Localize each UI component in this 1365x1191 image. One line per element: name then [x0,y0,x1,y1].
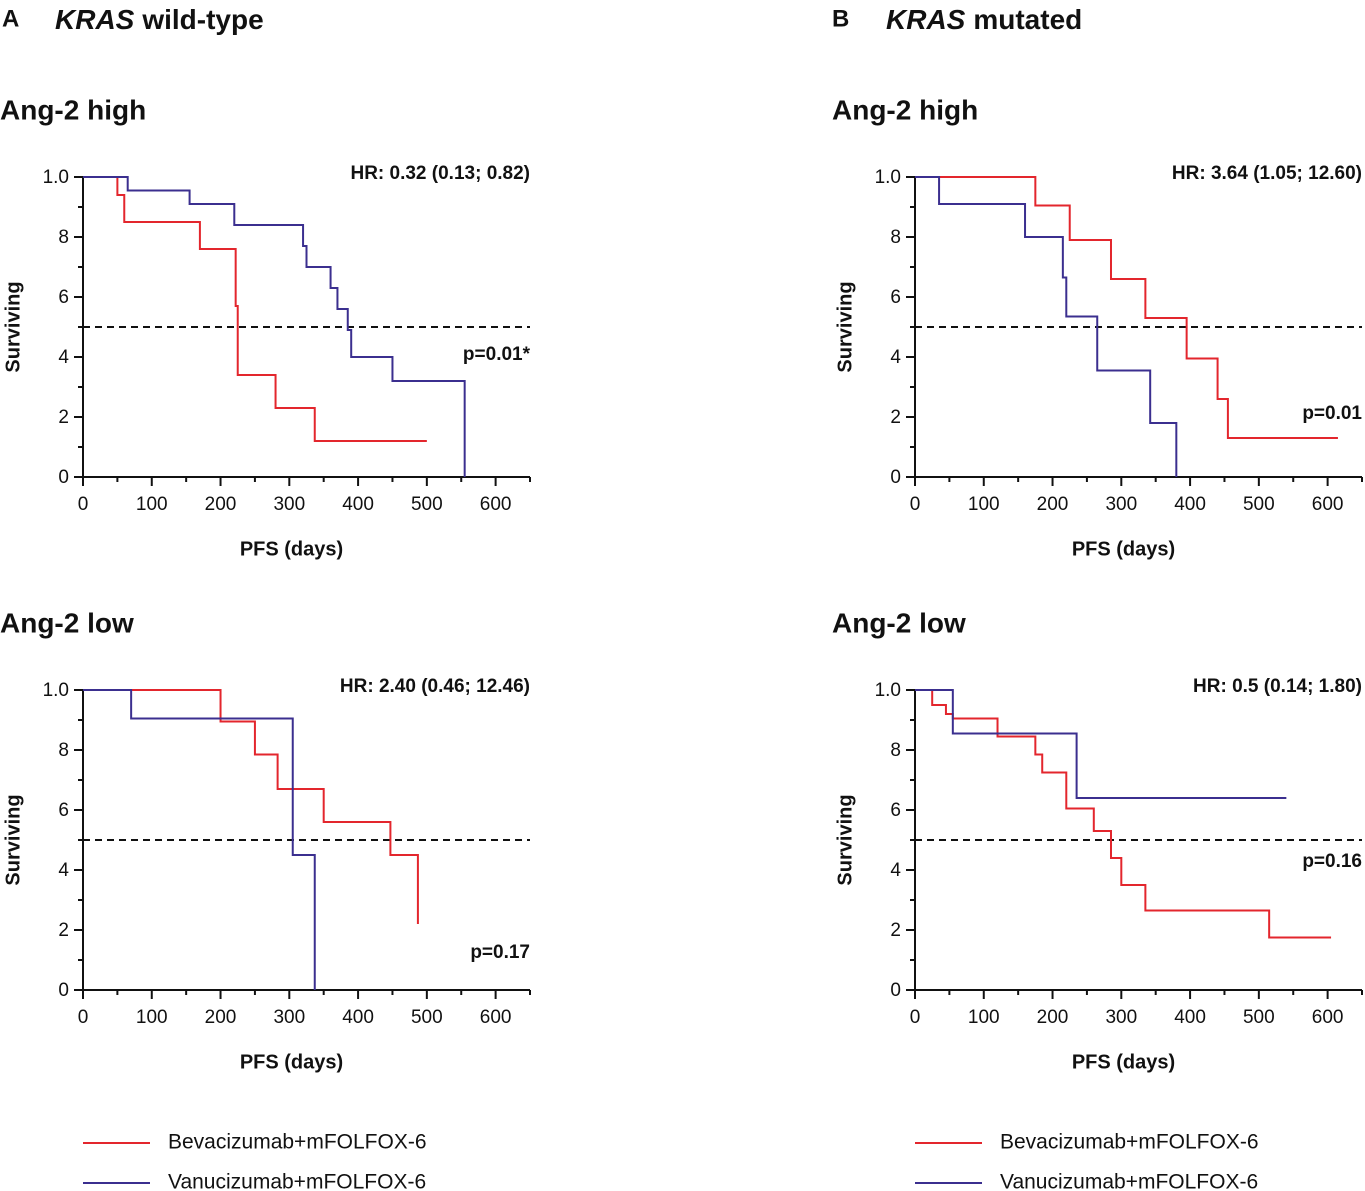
legend-label: Bevacizumab+mFOLFOX-6 [1000,1131,1259,1154]
panel-status: mutated [973,4,1082,35]
x-tick-label: 100 [968,494,1000,515]
y-tick-label: 6 [58,800,69,821]
y-tick-label: 8 [58,740,69,761]
y-tick-label: 6 [890,800,901,821]
x-axis-title: PFS (days) [1072,538,1175,560]
p-value: p=0.17 [470,942,530,963]
survival-curve [915,176,1178,477]
x-tick-label: 300 [273,494,305,515]
chart: Ang-2 high HR: 3.64 (1.05; 12.60) p=0.01 0 2… [832,94,1363,560]
chart-title: Ang-2 high [0,94,146,125]
panel-status: wild-type [141,4,263,35]
y-tick-label: 4 [58,347,69,368]
survival-curve [83,176,466,477]
y-axis-title: Surviving [2,281,24,372]
x-tick-label: 300 [1105,494,1137,515]
y-axis-title: Surviving [2,794,24,885]
x-tick-label: 400 [342,494,374,515]
y-tick-label: 1.0 [43,167,69,188]
chart-title: Ang-2 low [832,607,966,638]
y-tick-label: 6 [890,287,901,308]
x-tick-label: 400 [342,1007,374,1028]
panel-title: KRAS wild-type [55,4,264,35]
x-tick-label: 0 [910,494,921,515]
panel-gene: KRAS [55,4,135,35]
hazard-ratio: HR: 3.64 (1.05; 12.60) [1172,163,1362,184]
x-tick-label: 100 [136,1007,168,1028]
y-tick-label: 2 [890,920,901,941]
x-tick-label: 500 [1243,494,1275,515]
p-value: p=0.01* [463,344,531,365]
y-tick-label: 8 [58,227,69,248]
y-tick-label: 2 [58,407,69,428]
chart: Ang-2 low HR: 2.40 (0.46; 12.46) p=0.17 0 2 4… [0,607,531,1073]
x-axis-title: PFS (days) [1072,1051,1175,1073]
survival-curve [83,176,427,442]
p-value: p=0.01 [1302,403,1362,424]
x-tick-label: 200 [1037,494,1069,515]
x-tick-label: 200 [1037,1007,1069,1028]
y-axis-title: Surviving [834,794,856,885]
x-tick-label: 300 [1105,1007,1137,1028]
x-tick-label: 400 [1174,494,1206,515]
x-tick-label: 600 [1312,1007,1344,1028]
chart-title: Ang-2 high [832,94,978,125]
x-tick-label: 500 [1243,1007,1275,1028]
panel-gene: KRAS [886,4,966,35]
survival-curve [83,689,316,990]
x-tick-label: 600 [1312,494,1344,515]
x-tick-label: 500 [411,1007,443,1028]
y-tick-label: 6 [58,287,69,308]
x-tick-label: 200 [205,1007,237,1028]
x-tick-label: 600 [480,1007,512,1028]
legend-label: Bevacizumab+mFOLFOX-6 [168,1131,427,1154]
x-tick-label: 600 [480,494,512,515]
y-tick-label: 0 [890,980,901,1001]
survival-curve [83,689,419,924]
y-tick-label: 0 [58,467,69,488]
y-axis-title: Surviving [834,281,856,372]
panel-title: KRAS mutated [886,4,1082,35]
y-tick-label: 4 [58,860,69,881]
hazard-ratio: HR: 0.32 (0.13; 0.82) [350,163,530,184]
survival-curve [915,689,1287,799]
x-tick-label: 100 [968,1007,1000,1028]
panel-letter: A [2,5,19,32]
y-tick-label: 4 [890,347,901,368]
x-tick-label: 500 [411,494,443,515]
y-tick-label: 0 [58,980,69,1001]
legend-label: Vanucizumab+mFOLFOX-6 [168,1171,426,1191]
x-tick-label: 0 [78,1007,89,1028]
y-tick-label: 1.0 [875,680,901,701]
x-axis-title: PFS (days) [240,1051,343,1073]
y-tick-label: 1.0 [43,680,69,701]
survival-curve [915,689,1332,939]
x-tick-label: 0 [78,494,89,515]
x-tick-label: 400 [1174,1007,1206,1028]
p-value: p=0.16 [1302,851,1362,872]
x-tick-label: 0 [910,1007,921,1028]
y-tick-label: 8 [890,227,901,248]
y-tick-label: 0 [890,467,901,488]
y-tick-label: 1.0 [875,167,901,188]
y-tick-label: 8 [890,740,901,761]
x-tick-label: 100 [136,494,168,515]
panel-letter: B [832,5,849,32]
y-tick-label: 2 [890,407,901,428]
survival-curve [915,176,1338,439]
y-tick-label: 4 [890,860,901,881]
chart: Ang-2 low HR: 0.5 (0.14; 1.80) p=0.16 0 2 4 6 8… [832,607,1363,1073]
chart-title: Ang-2 low [0,607,134,638]
chart: Ang-2 high HR: 0.32 (0.13; 0.82) p=0.01* 0 2… [0,94,531,560]
y-tick-label: 2 [58,920,69,941]
x-axis-title: PFS (days) [240,538,343,560]
hazard-ratio: HR: 0.5 (0.14; 1.80) [1193,676,1362,697]
x-tick-label: 200 [205,494,237,515]
x-tick-label: 300 [273,1007,305,1028]
hazard-ratio: HR: 2.40 (0.46; 12.46) [340,676,530,697]
legend-label: Vanucizumab+mFOLFOX-6 [1000,1171,1258,1191]
